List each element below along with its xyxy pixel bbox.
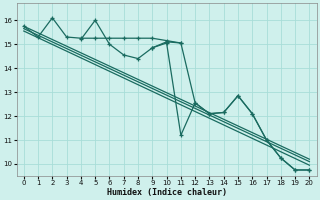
X-axis label: Humidex (Indice chaleur): Humidex (Indice chaleur) bbox=[107, 188, 227, 197]
